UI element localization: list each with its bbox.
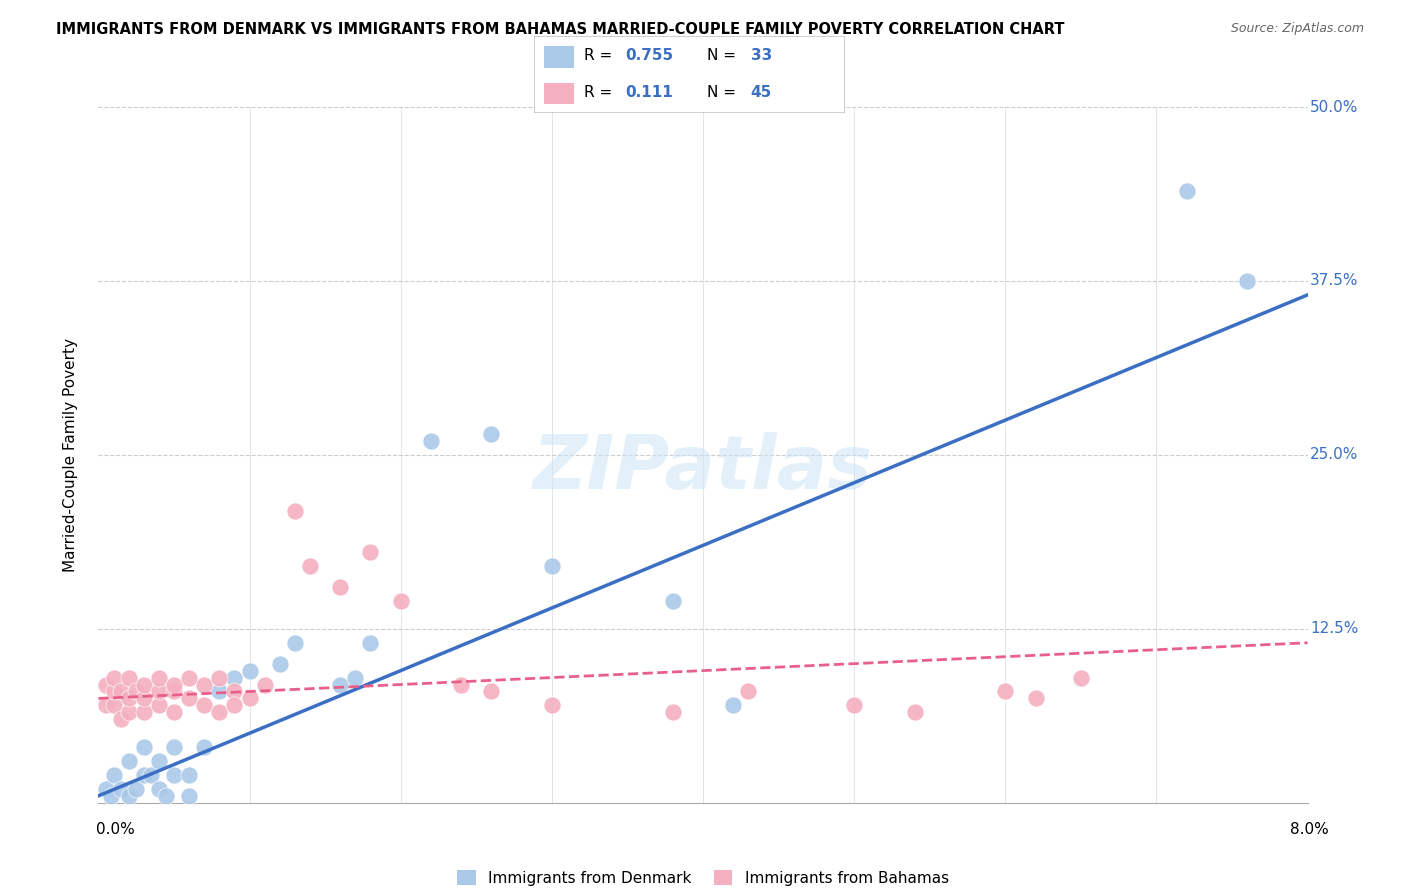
Point	[163, 677, 186, 691]
Point	[94, 698, 117, 713]
Point	[163, 740, 186, 755]
Point	[132, 740, 155, 755]
Text: 12.5%: 12.5%	[1310, 622, 1358, 636]
Point	[239, 664, 262, 678]
Point	[344, 671, 367, 685]
Point	[179, 691, 201, 706]
Point	[737, 684, 759, 698]
Text: 8.0%: 8.0%	[1289, 822, 1329, 837]
Text: R =: R =	[583, 85, 621, 100]
Point	[125, 781, 148, 796]
Point	[118, 754, 141, 768]
Point	[1175, 184, 1198, 198]
Text: 25.0%: 25.0%	[1310, 448, 1358, 462]
Text: 45: 45	[751, 85, 772, 100]
Point	[284, 503, 307, 517]
Point	[132, 706, 155, 720]
Point	[479, 684, 503, 698]
Point	[163, 768, 186, 782]
Point	[419, 434, 441, 448]
Point	[148, 781, 170, 796]
Point	[359, 545, 381, 559]
Point	[100, 789, 122, 803]
Text: 0.755: 0.755	[626, 47, 673, 62]
Point	[903, 706, 925, 720]
Point	[110, 781, 132, 796]
Point	[208, 706, 231, 720]
Point	[132, 768, 155, 782]
Point	[329, 677, 352, 691]
Point	[450, 677, 472, 691]
Point	[1236, 274, 1258, 288]
Point	[118, 691, 141, 706]
Point	[148, 684, 170, 698]
Point	[1070, 671, 1092, 685]
Point	[118, 789, 141, 803]
Point	[540, 559, 562, 574]
Point	[239, 691, 262, 706]
Point	[224, 698, 246, 713]
Point	[163, 684, 186, 698]
Text: IMMIGRANTS FROM DENMARK VS IMMIGRANTS FROM BAHAMAS MARRIED-COUPLE FAMILY POVERTY: IMMIGRANTS FROM DENMARK VS IMMIGRANTS FR…	[56, 22, 1064, 37]
Point	[224, 684, 246, 698]
Text: 0.0%: 0.0%	[96, 822, 135, 837]
Point	[193, 740, 215, 755]
Point	[329, 580, 352, 594]
Text: N =: N =	[707, 47, 741, 62]
Text: 37.5%: 37.5%	[1310, 274, 1358, 288]
Point	[661, 594, 683, 608]
Point	[94, 781, 117, 796]
Point	[208, 671, 231, 685]
Point	[118, 671, 141, 685]
Point	[163, 706, 186, 720]
Point	[125, 684, 148, 698]
Legend: Immigrants from Denmark, Immigrants from Bahamas: Immigrants from Denmark, Immigrants from…	[457, 870, 949, 886]
Point	[155, 789, 177, 803]
Point	[103, 768, 125, 782]
Point	[179, 768, 201, 782]
Point	[103, 671, 125, 685]
Text: N =: N =	[707, 85, 741, 100]
Point	[299, 559, 322, 574]
Text: 50.0%: 50.0%	[1310, 100, 1358, 114]
Point	[224, 671, 246, 685]
Point	[253, 677, 276, 691]
Text: ZIPatlas: ZIPatlas	[533, 433, 873, 506]
Point	[269, 657, 291, 671]
Y-axis label: Married-Couple Family Poverty: Married-Couple Family Poverty	[63, 338, 77, 572]
Point	[94, 677, 117, 691]
Point	[479, 427, 503, 442]
Bar	[544, 83, 575, 104]
Point	[661, 706, 683, 720]
Text: R =: R =	[583, 47, 617, 62]
Point	[110, 712, 132, 726]
Point	[540, 698, 562, 713]
Point	[179, 789, 201, 803]
Point	[148, 754, 170, 768]
Point	[103, 698, 125, 713]
Point	[994, 684, 1017, 698]
Point	[141, 768, 163, 782]
Point	[284, 636, 307, 650]
Point	[179, 671, 201, 685]
Point	[110, 684, 132, 698]
Point	[148, 671, 170, 685]
Text: 0.111: 0.111	[626, 85, 673, 100]
Point	[193, 698, 215, 713]
Point	[723, 698, 745, 713]
Point	[193, 677, 215, 691]
Point	[148, 698, 170, 713]
Point	[132, 677, 155, 691]
Point	[132, 691, 155, 706]
Point	[389, 594, 412, 608]
Point	[103, 684, 125, 698]
Text: 33: 33	[751, 47, 772, 62]
Text: Source: ZipAtlas.com: Source: ZipAtlas.com	[1230, 22, 1364, 36]
Point	[844, 698, 866, 713]
Point	[1024, 691, 1046, 706]
Point	[208, 684, 231, 698]
Point	[118, 706, 141, 720]
Bar	[544, 46, 575, 68]
Point	[359, 636, 381, 650]
